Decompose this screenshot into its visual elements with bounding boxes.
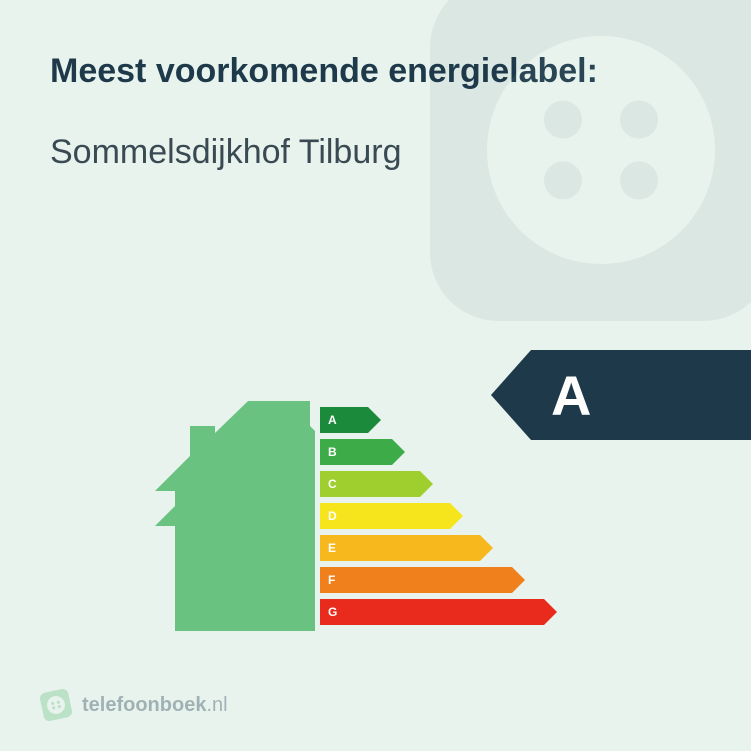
bar: E	[320, 535, 480, 561]
footer-text: telefoonboek.nl	[82, 694, 228, 717]
bar-label: F	[328, 573, 335, 587]
house-icon	[155, 401, 315, 631]
card-title: Meest voorkomende energielabel:	[50, 50, 701, 93]
bar: F	[320, 567, 512, 593]
energy-chart: A B C D E F G	[0, 351, 751, 631]
card-subtitle: Sommelsdijkhof Tilburg	[50, 133, 701, 172]
energy-bar-f: F	[320, 567, 580, 593]
bar: C	[320, 471, 420, 497]
bar-label: C	[328, 477, 337, 491]
phonebook-icon	[37, 686, 75, 724]
energy-bars: A B C D E F G	[320, 407, 580, 631]
energy-label-card: Meest voorkomende energielabel: Sommelsd…	[0, 0, 751, 751]
bar: A	[320, 407, 368, 433]
bar: B	[320, 439, 392, 465]
energy-bar-a: A	[320, 407, 580, 433]
bar: D	[320, 503, 450, 529]
energy-bar-g: G	[320, 599, 580, 625]
energy-bar-e: E	[320, 535, 580, 561]
footer-tld: .nl	[206, 694, 227, 716]
bar-label: B	[328, 445, 337, 459]
energy-bar-d: D	[320, 503, 580, 529]
footer-brand: telefoonboek.nl	[40, 689, 228, 721]
footer-brand-name: telefoonboek	[82, 694, 206, 716]
bar-label: D	[328, 509, 337, 523]
bar-label: A	[328, 413, 337, 427]
energy-bar-c: C	[320, 471, 580, 497]
energy-bar-b: B	[320, 439, 580, 465]
bar-label: E	[328, 541, 336, 555]
bar: G	[320, 599, 544, 625]
bar-label: G	[328, 605, 337, 619]
